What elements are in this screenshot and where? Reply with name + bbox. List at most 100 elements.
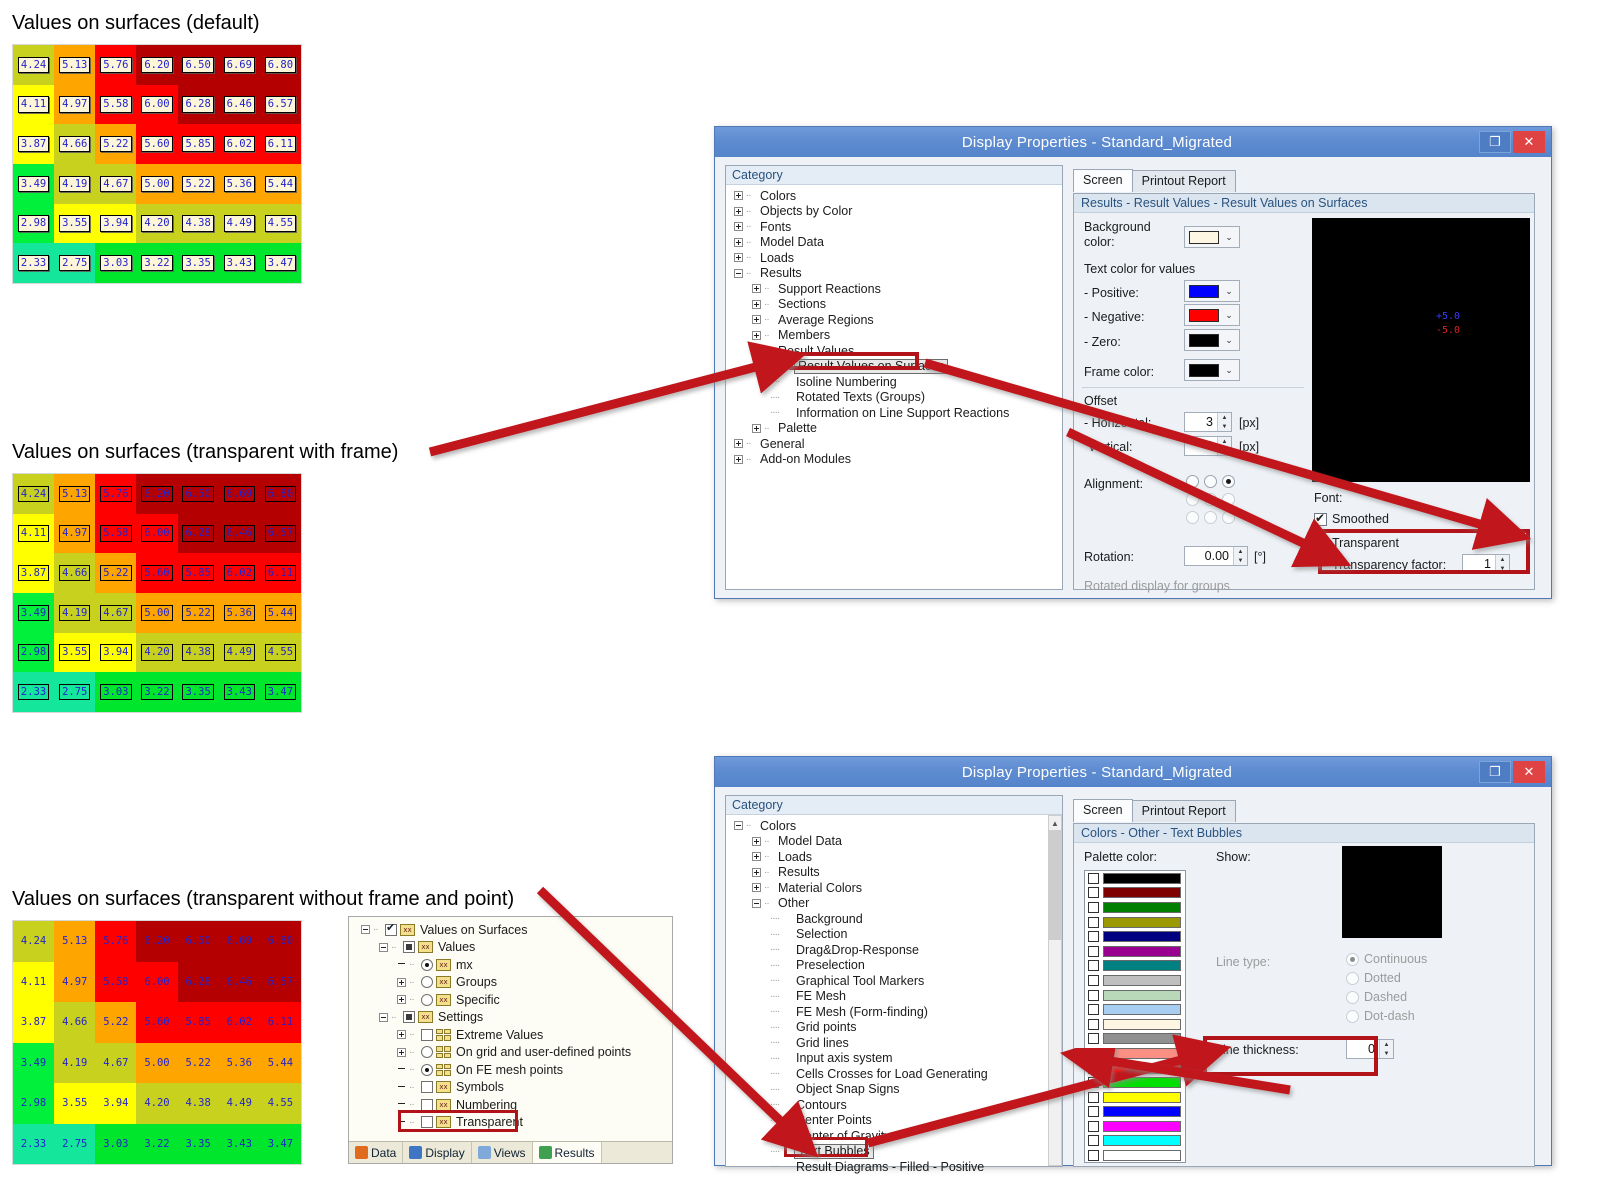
tree-item[interactable]: ·· Support Reactions: [730, 281, 1062, 297]
navigator-item[interactable]: ·· xx Settings: [355, 1009, 672, 1027]
navigator-checkbox[interactable]: [421, 1028, 433, 1041]
palette-checkbox[interactable]: [1088, 1106, 1099, 1118]
palette-swatch[interactable]: [1103, 960, 1181, 972]
transparency-factor-value[interactable]: 1: [1484, 557, 1491, 571]
palette-swatch[interactable]: [1103, 1106, 1181, 1118]
tree-item[interactable]: ···· Selection: [730, 927, 1062, 943]
navigator-item[interactable]: ·· xx Transparent: [355, 1114, 672, 1132]
expand-icon[interactable]: [734, 206, 743, 216]
navigator-checkbox[interactable]: [421, 1081, 433, 1094]
stepper-down-icon[interactable]: ▼: [1237, 557, 1244, 564]
horizontal-offset-value[interactable]: 3: [1206, 415, 1213, 429]
frame-color-combo[interactable]: ⌄: [1184, 359, 1240, 381]
navigator-item[interactable]: ·· On grid and user-defined points: [355, 1044, 672, 1062]
tab-screen[interactable]: Screen: [1073, 169, 1133, 192]
palette-checkbox[interactable]: [1088, 887, 1099, 899]
palette-row[interactable]: [1085, 944, 1185, 959]
tree-item[interactable]: ···· Preselection: [730, 958, 1062, 974]
background-color-combo[interactable]: ⌄: [1184, 226, 1240, 248]
navigator-radio[interactable]: [421, 976, 433, 989]
chevron-down-icon[interactable]: ⌄: [1225, 231, 1233, 242]
palette-checkbox[interactable]: [1088, 1120, 1099, 1132]
palette-row[interactable]: [1085, 886, 1185, 901]
expand-icon[interactable]: [752, 883, 761, 893]
close-icon[interactable]: ✕: [1513, 761, 1545, 783]
collapse-icon[interactable]: [734, 821, 743, 831]
tree-item[interactable]: ·· Model Data: [730, 235, 1062, 251]
positive-color-combo[interactable]: ⌄: [1184, 280, 1240, 302]
collapse-icon[interactable]: [379, 1012, 388, 1022]
collapse-icon[interactable]: [379, 942, 388, 952]
navigator-checkbox[interactable]: [403, 941, 415, 954]
expand-icon[interactable]: [752, 299, 761, 309]
tree-item[interactable]: ···· Object Snap Signs: [730, 1082, 1062, 1098]
dialog2-titlebar[interactable]: Display Properties - Standard_Migrated ❐…: [715, 757, 1551, 787]
tree-item[interactable]: ·· Material Colors: [730, 880, 1062, 896]
tree-item[interactable]: ·· Add-on Modules: [730, 452, 1062, 468]
expand-icon[interactable]: [734, 439, 743, 449]
palette-checkbox[interactable]: [1088, 1004, 1099, 1016]
palette-row[interactable]: [1085, 988, 1185, 1003]
tree-item[interactable]: ···· Grid lines: [730, 1035, 1062, 1051]
palette-row[interactable]: [1085, 900, 1185, 915]
palette-checkbox[interactable]: [1088, 974, 1099, 986]
alignment-radio-7[interactable]: [1204, 511, 1217, 524]
line-type-radio-dot-dash[interactable]: [1346, 1010, 1359, 1023]
palette-row[interactable]: [1085, 871, 1185, 886]
tab-screen[interactable]: Screen: [1073, 799, 1133, 822]
palette-row[interactable]: [1085, 1017, 1185, 1032]
stepper-up-icon[interactable]: ▲: [1499, 556, 1506, 563]
stepper-down-icon[interactable]: ▼: [1221, 423, 1228, 430]
navigator-checkbox[interactable]: [421, 1116, 433, 1129]
tree-item[interactable]: ·· Results: [730, 266, 1062, 282]
stepper-up-icon[interactable]: ▲: [1383, 1041, 1390, 1048]
navigator-radio[interactable]: [421, 958, 433, 971]
palette-swatch[interactable]: [1103, 1091, 1181, 1103]
line-thickness-value[interactable]: 0: [1368, 1042, 1375, 1056]
alignment-radio-1[interactable]: [1204, 475, 1217, 488]
palette-swatch[interactable]: [1103, 931, 1181, 943]
navigator-item[interactable]: ·· xx Values on Surfaces: [355, 921, 672, 939]
tree-item[interactable]: ···· Background: [730, 911, 1062, 927]
expand-icon[interactable]: [397, 977, 406, 987]
palette-swatch[interactable]: [1103, 945, 1181, 957]
horizontal-offset-stepper[interactable]: 3 ▲ ▼: [1184, 412, 1232, 432]
tree-item[interactable]: ···· FE Mesh (Form-finding): [730, 1004, 1062, 1020]
palette-row[interactable]: [1085, 1148, 1185, 1162]
tab-printout-report[interactable]: Printout Report: [1131, 170, 1236, 192]
tree-item[interactable]: ···· Graphical Tool Markers: [730, 973, 1062, 989]
palette-row[interactable]: [1085, 1134, 1185, 1149]
transparency-factor-stepper[interactable]: 1 ▲ ▼: [1462, 554, 1510, 574]
restore-icon[interactable]: ❐: [1479, 131, 1511, 153]
negative-color-combo[interactable]: ⌄: [1184, 304, 1240, 326]
navigator-item[interactable]: ·· Extreme Values: [355, 1026, 672, 1044]
tree-item[interactable]: ·· Loads: [730, 250, 1062, 266]
category-scrollbar[interactable]: ▲: [1048, 815, 1062, 1166]
line-thickness-stepper[interactable]: 0 ▲ ▼: [1346, 1039, 1394, 1059]
navigator-radio[interactable]: [421, 993, 433, 1006]
navigator-item[interactable]: ·· xx Specific: [355, 991, 672, 1009]
palette-swatch[interactable]: [1103, 1120, 1181, 1132]
tree-item[interactable]: ·· Loads: [730, 849, 1062, 865]
scroll-up-icon[interactable]: ▲: [1051, 818, 1059, 828]
collapse-icon[interactable]: [752, 898, 761, 908]
palette-checkbox[interactable]: [1088, 945, 1099, 957]
tree-item[interactable]: ·· Sections: [730, 297, 1062, 313]
palette-checkbox[interactable]: [1088, 872, 1099, 884]
tree-item[interactable]: ···· Input axis system: [730, 1051, 1062, 1067]
palette-checkbox[interactable]: [1088, 931, 1099, 943]
navigator-radio[interactable]: [421, 1046, 433, 1059]
navigator-tabbar[interactable]: Data Display Views Results: [349, 1141, 672, 1163]
palette-swatch[interactable]: [1103, 1004, 1181, 1016]
palette-swatch[interactable]: [1103, 887, 1181, 899]
tree-item[interactable]: ·· Fonts: [730, 219, 1062, 235]
stepper-up-icon[interactable]: ▲: [1221, 438, 1228, 445]
palette-checkbox[interactable]: [1088, 960, 1099, 972]
chevron-down-icon[interactable]: ⌄: [1225, 364, 1233, 375]
expand-icon[interactable]: [752, 330, 761, 340]
navigator-item[interactable]: ·· xx Groups: [355, 974, 672, 992]
palette-swatch[interactable]: [1103, 916, 1181, 928]
stepper-up-icon[interactable]: ▲: [1237, 548, 1244, 555]
chevron-down-icon[interactable]: ⌄: [1225, 309, 1233, 320]
navigator-item[interactable]: ·· xx mx: [355, 956, 672, 974]
